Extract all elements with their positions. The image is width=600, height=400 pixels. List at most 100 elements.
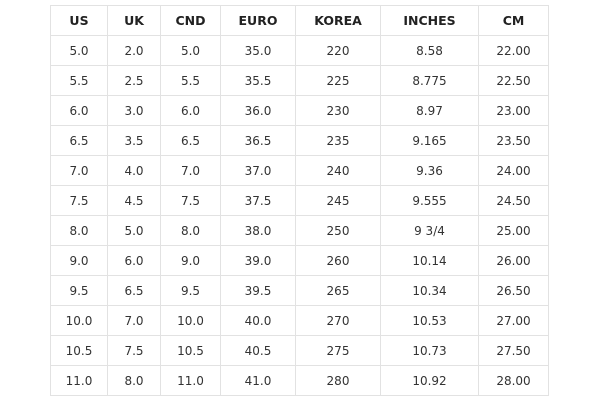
table-cell: 23.00 bbox=[478, 95, 549, 126]
table-cell: 8.58 bbox=[380, 35, 479, 66]
table-cell: 240 bbox=[295, 155, 381, 186]
table-body: 5.0 2.0 5.0 35.0 220 8.58 22.00 5.5 2.5 5.5 35.5 22… bbox=[50, 35, 549, 396]
table-row: 7.5 4.5 7.5 37.5 245 9.555 24.50 bbox=[50, 185, 549, 216]
table-cell: 40.5 bbox=[220, 335, 296, 366]
table-cell: 235 bbox=[295, 125, 381, 156]
table-cell: 26.00 bbox=[478, 245, 549, 276]
table-cell: 5.5 bbox=[50, 65, 108, 96]
table-cell: 5.0 bbox=[160, 35, 221, 66]
header-cell: INCHES bbox=[380, 5, 479, 36]
table-row: 6.0 3.0 6.0 36.0 230 8.97 23.00 bbox=[50, 95, 549, 126]
table-cell: 35.0 bbox=[220, 35, 296, 66]
table-cell: 4.0 bbox=[107, 155, 161, 186]
table-cell: 24.50 bbox=[478, 185, 549, 216]
table-row: 11.0 8.0 11.0 41.0 280 10.92 28.00 bbox=[50, 365, 549, 396]
table-row: 5.5 2.5 5.5 35.5 225 8.775 22.50 bbox=[50, 65, 549, 96]
table-cell: 230 bbox=[295, 95, 381, 126]
table-cell: 37.0 bbox=[220, 155, 296, 186]
table-cell: 35.5 bbox=[220, 65, 296, 96]
table-cell: 27.50 bbox=[478, 335, 549, 366]
table-cell: 220 bbox=[295, 35, 381, 66]
table-cell: 10.5 bbox=[50, 335, 108, 366]
table-cell: 10.53 bbox=[380, 305, 479, 336]
table-cell: 27.00 bbox=[478, 305, 549, 336]
table-cell: 7.0 bbox=[50, 155, 108, 186]
table-cell: 8.0 bbox=[50, 215, 108, 246]
table-cell: 280 bbox=[295, 365, 381, 396]
table-cell: 9.36 bbox=[380, 155, 479, 186]
table-cell: 22.50 bbox=[478, 65, 549, 96]
table-cell: 9.555 bbox=[380, 185, 479, 216]
header-cell: CM bbox=[478, 5, 549, 36]
table-cell: 23.50 bbox=[478, 125, 549, 156]
header-cell: CND bbox=[160, 5, 221, 36]
table-cell: 7.0 bbox=[107, 305, 161, 336]
table-cell: 270 bbox=[295, 305, 381, 336]
table-cell: 38.0 bbox=[220, 215, 296, 246]
table-cell: 40.0 bbox=[220, 305, 296, 336]
table-cell: 275 bbox=[295, 335, 381, 366]
table-cell: 36.5 bbox=[220, 125, 296, 156]
table-cell: 7.5 bbox=[50, 185, 108, 216]
table-cell: 6.0 bbox=[160, 95, 221, 126]
table-cell: 9.5 bbox=[50, 275, 108, 306]
table-row: 6.5 3.5 6.5 36.5 235 9.165 23.50 bbox=[50, 125, 549, 156]
table-cell: 10.73 bbox=[380, 335, 479, 366]
table-cell: 250 bbox=[295, 215, 381, 246]
table-cell: 8.97 bbox=[380, 95, 479, 126]
table-row: 9.0 6.0 9.0 39.0 260 10.14 26.00 bbox=[50, 245, 549, 276]
table-row: 7.0 4.0 7.0 37.0 240 9.36 24.00 bbox=[50, 155, 549, 186]
table-row: 10.5 7.5 10.5 40.5 275 10.73 27.50 bbox=[50, 335, 549, 366]
table-cell: 6.0 bbox=[107, 245, 161, 276]
table-cell: 10.0 bbox=[50, 305, 108, 336]
table-cell: 260 bbox=[295, 245, 381, 276]
table-cell: 9.0 bbox=[50, 245, 108, 276]
table-cell: 9.165 bbox=[380, 125, 479, 156]
table-cell: 24.00 bbox=[478, 155, 549, 186]
table-cell: 26.50 bbox=[478, 275, 549, 306]
table-row: 8.0 5.0 8.0 38.0 250 9 3/4 25.00 bbox=[50, 215, 549, 246]
table-cell: 3.5 bbox=[107, 125, 161, 156]
table-cell: 11.0 bbox=[50, 365, 108, 396]
table-cell: 8.775 bbox=[380, 65, 479, 96]
table-cell: 5.0 bbox=[107, 215, 161, 246]
table-cell: 5.5 bbox=[160, 65, 221, 96]
table-cell: 4.5 bbox=[107, 185, 161, 216]
table-cell: 6.5 bbox=[160, 125, 221, 156]
table-row: 5.0 2.0 5.0 35.0 220 8.58 22.00 bbox=[50, 35, 549, 66]
table-cell: 6.5 bbox=[50, 125, 108, 156]
table-cell: 2.5 bbox=[107, 65, 161, 96]
table-cell: 10.0 bbox=[160, 305, 221, 336]
table-row: 9.5 6.5 9.5 39.5 265 10.34 26.50 bbox=[50, 275, 549, 306]
header-cell: EURO bbox=[220, 5, 296, 36]
table-cell: 10.5 bbox=[160, 335, 221, 366]
table-cell: 265 bbox=[295, 275, 381, 306]
table-cell: 245 bbox=[295, 185, 381, 216]
table-cell: 25.00 bbox=[478, 215, 549, 246]
header-cell: KOREA bbox=[295, 5, 381, 36]
size-table: US UK CND EURO KOREA INCHES CM 5.0 2.0 5.0 35.0 22… bbox=[50, 5, 549, 396]
table-cell: 10.92 bbox=[380, 365, 479, 396]
table-cell: 2.0 bbox=[107, 35, 161, 66]
table-cell: 10.14 bbox=[380, 245, 479, 276]
header-cell: UK bbox=[107, 5, 161, 36]
table-cell: 9 3/4 bbox=[380, 215, 479, 246]
table-cell: 8.0 bbox=[160, 215, 221, 246]
table-cell: 7.5 bbox=[107, 335, 161, 366]
table-cell: 6.5 bbox=[107, 275, 161, 306]
table-cell: 6.0 bbox=[50, 95, 108, 126]
table-cell: 7.5 bbox=[160, 185, 221, 216]
table-row: 10.0 7.0 10.0 40.0 270 10.53 27.00 bbox=[50, 305, 549, 336]
table-cell: 5.0 bbox=[50, 35, 108, 66]
table-cell: 9.5 bbox=[160, 275, 221, 306]
table-cell: 225 bbox=[295, 65, 381, 96]
header-cell: US bbox=[50, 5, 108, 36]
table-cell: 39.0 bbox=[220, 245, 296, 276]
table-cell: 37.5 bbox=[220, 185, 296, 216]
table-cell: 11.0 bbox=[160, 365, 221, 396]
table-cell: 8.0 bbox=[107, 365, 161, 396]
table-cell: 7.0 bbox=[160, 155, 221, 186]
table-cell: 9.0 bbox=[160, 245, 221, 276]
table-cell: 10.34 bbox=[380, 275, 479, 306]
